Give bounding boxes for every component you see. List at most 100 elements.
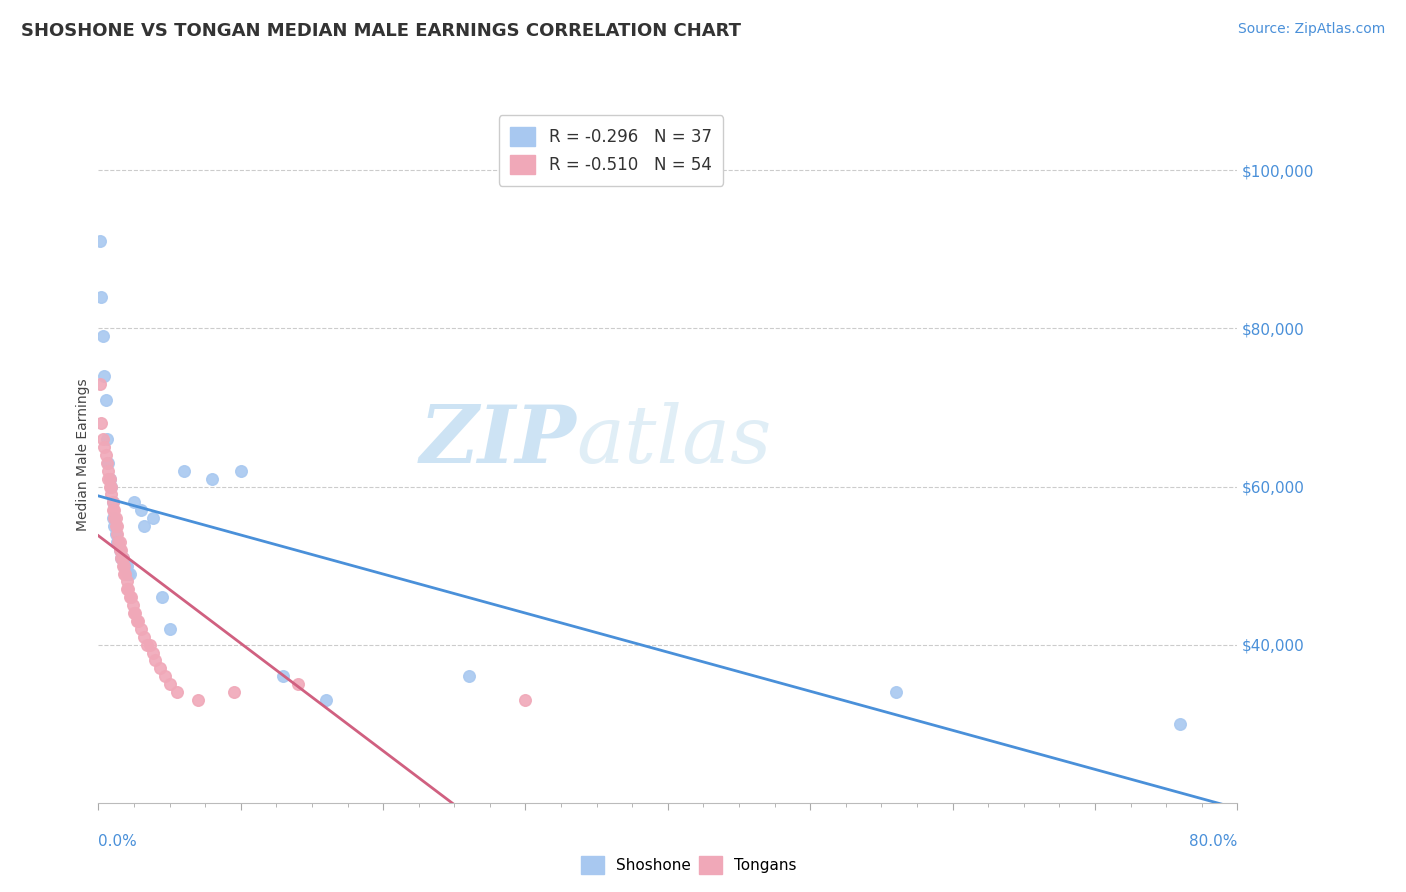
Point <box>884 685 907 699</box>
Text: 80.0%: 80.0% <box>1189 834 1237 849</box>
Point <box>187 693 209 707</box>
Point <box>101 511 124 525</box>
Point <box>112 566 135 581</box>
Point <box>111 550 134 565</box>
Point <box>101 503 124 517</box>
Point <box>121 598 143 612</box>
Point <box>93 440 115 454</box>
Point <box>89 376 111 391</box>
Point <box>138 638 160 652</box>
Point <box>103 519 125 533</box>
Point <box>159 677 181 691</box>
Point <box>273 669 295 683</box>
Point <box>159 622 181 636</box>
Point <box>94 392 117 407</box>
Point <box>118 591 141 605</box>
Point <box>105 527 128 541</box>
Point <box>97 456 120 470</box>
Point <box>315 693 337 707</box>
Point <box>129 622 152 636</box>
Point <box>114 558 136 573</box>
Point <box>100 479 122 493</box>
Point <box>287 677 309 691</box>
Point <box>112 558 135 573</box>
Point <box>108 542 131 557</box>
Text: ZIP: ZIP <box>420 402 576 480</box>
Point <box>110 550 132 565</box>
Point <box>90 417 112 431</box>
Point <box>114 566 136 581</box>
Point <box>105 535 128 549</box>
Point <box>103 511 125 525</box>
Point <box>96 456 118 470</box>
Point <box>132 519 155 533</box>
Point <box>166 685 188 699</box>
Point <box>145 653 167 667</box>
Point <box>120 591 142 605</box>
Point <box>457 669 479 683</box>
Point <box>96 432 118 446</box>
Point <box>89 235 111 249</box>
Point <box>97 472 120 486</box>
Point <box>115 582 138 597</box>
Point <box>108 542 131 557</box>
Point <box>515 693 537 707</box>
Point <box>110 542 132 557</box>
Point <box>90 290 112 304</box>
Point <box>201 472 224 486</box>
Point <box>229 464 252 478</box>
Point <box>112 558 135 573</box>
Legend: Shoshone, Tongans: Shoshone, Tongans <box>575 850 803 880</box>
Point <box>222 685 245 699</box>
Point <box>98 479 121 493</box>
Point <box>115 558 138 573</box>
Point <box>103 503 125 517</box>
Point <box>104 519 127 533</box>
Point <box>91 432 114 446</box>
Text: atlas: atlas <box>576 402 772 480</box>
Point <box>110 550 132 565</box>
Point <box>98 472 121 486</box>
Point <box>132 630 155 644</box>
Point <box>108 535 131 549</box>
Point <box>111 550 134 565</box>
Point <box>100 479 122 493</box>
Text: SHOSHONE VS TONGAN MEDIAN MALE EARNINGS CORRELATION CHART: SHOSHONE VS TONGAN MEDIAN MALE EARNINGS … <box>21 22 741 40</box>
Point <box>101 495 124 509</box>
Point <box>127 614 149 628</box>
Point <box>1170 716 1192 731</box>
Point <box>125 614 148 628</box>
Point <box>93 368 115 383</box>
Point <box>124 606 146 620</box>
Point <box>104 511 127 525</box>
Point <box>105 519 128 533</box>
Legend: R = -0.296   N = 37, R = -0.510   N = 54: R = -0.296 N = 37, R = -0.510 N = 54 <box>499 115 723 186</box>
Text: 0.0%: 0.0% <box>98 834 138 849</box>
Point <box>135 638 157 652</box>
Point <box>94 448 117 462</box>
Point <box>104 527 127 541</box>
Point <box>152 591 174 605</box>
Point <box>107 535 129 549</box>
Point <box>91 329 114 343</box>
Point <box>149 661 172 675</box>
Point <box>101 495 124 509</box>
Point <box>173 464 195 478</box>
Text: Source: ZipAtlas.com: Source: ZipAtlas.com <box>1237 22 1385 37</box>
Point <box>97 464 120 478</box>
Point <box>118 566 141 581</box>
Point <box>107 535 129 549</box>
Point <box>117 566 139 581</box>
Point <box>155 669 177 683</box>
Point <box>117 582 139 597</box>
Point <box>122 495 145 509</box>
Point <box>122 606 145 620</box>
Point <box>98 472 121 486</box>
Point <box>111 558 134 573</box>
Point <box>141 646 163 660</box>
Point <box>100 487 122 501</box>
Point <box>141 511 163 525</box>
Y-axis label: Median Male Earnings: Median Male Earnings <box>76 378 90 532</box>
Point <box>115 574 138 589</box>
Point <box>129 503 152 517</box>
